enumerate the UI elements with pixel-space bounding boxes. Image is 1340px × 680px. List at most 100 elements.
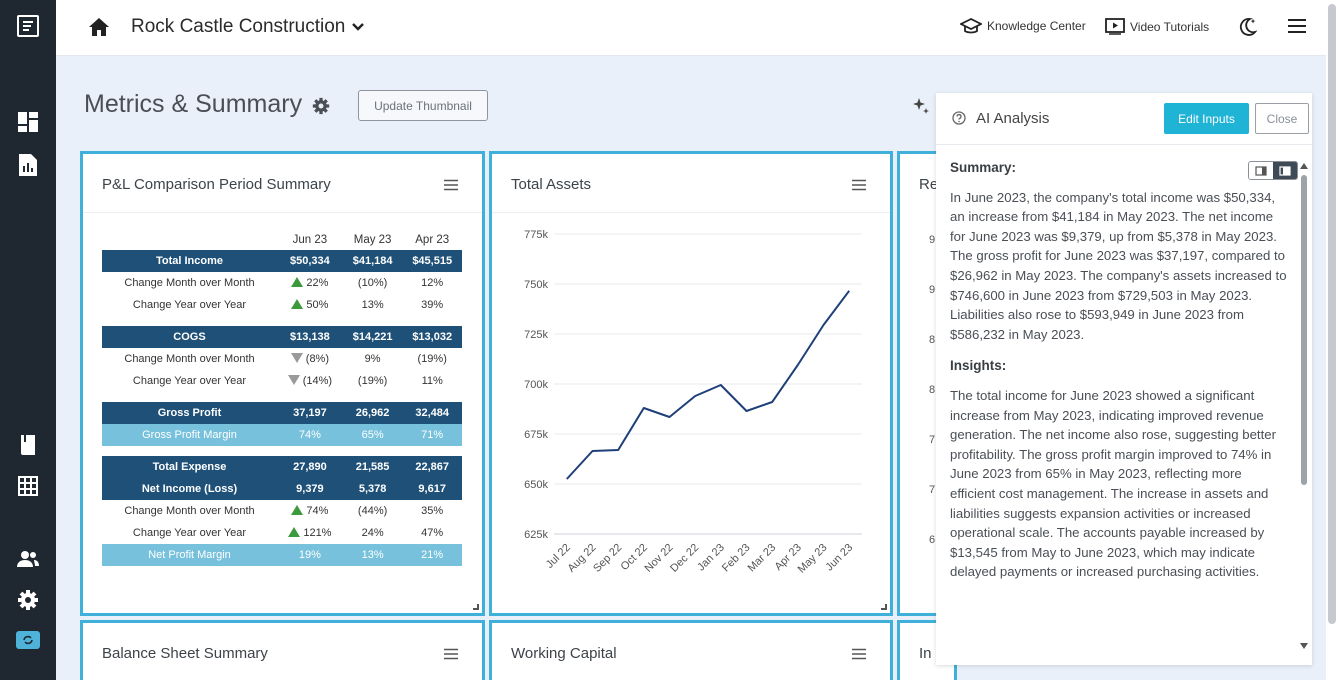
video-tutorials-link[interactable]: Video Tutorials <box>1105 18 1209 35</box>
view-toggle-wide[interactable] <box>1273 162 1297 179</box>
up-arrow-icon <box>288 527 301 537</box>
cell: $41,184 <box>342 250 403 272</box>
card-menu-icon[interactable] <box>852 178 868 192</box>
cell: 22% <box>277 272 343 294</box>
cell: 74% <box>277 500 343 522</box>
table-row: Change Month over Month (8%) 9% (19%) <box>102 348 462 370</box>
cell: (8%) <box>277 348 343 370</box>
x-tick-label: Jun 23 <box>823 542 855 574</box>
spacer-cell <box>102 446 462 456</box>
cell: (14%) <box>277 370 343 392</box>
cell-value: 121% <box>303 527 332 539</box>
cell: 74% <box>277 424 343 446</box>
cell: 26,962 <box>342 402 403 424</box>
up-arrow-icon <box>291 299 304 309</box>
row-label: Change Month over Month <box>124 353 255 365</box>
dashboard-icon[interactable] <box>16 110 40 134</box>
table-row: Gross Profit Margin 74% 65% 71% <box>102 424 462 446</box>
cell: 9,379 <box>277 478 343 500</box>
book-icon[interactable] <box>16 433 40 457</box>
dark-mode-icon[interactable] <box>1236 16 1260 40</box>
cell: 19% <box>277 544 343 566</box>
resize-handle[interactable] <box>473 604 479 610</box>
edit-inputs-button[interactable]: Edit Inputs <box>1164 103 1249 134</box>
company-name: Rock Castle Construction <box>131 16 346 37</box>
resize-handle[interactable] <box>881 604 887 610</box>
card-menu-icon[interactable] <box>444 178 460 192</box>
page-scrollbar[interactable] <box>1326 0 1340 680</box>
sync-icon[interactable] <box>16 628 40 652</box>
card-title: Working Capital <box>511 645 617 662</box>
insights-heading: Insights: <box>950 358 1007 374</box>
cell: 9% <box>364 353 381 365</box>
cell: 65% <box>342 424 403 446</box>
row-label: Gross Profit <box>102 402 277 424</box>
card-title: Total Assets <box>511 176 592 193</box>
page-settings-gear-icon[interactable] <box>312 97 332 117</box>
scroll-up-icon[interactable] <box>1300 163 1308 169</box>
ai-panel-scrollbar[interactable] <box>1300 163 1308 653</box>
top-bar: Rock Castle Construction Knowledge Cente… <box>56 0 1326 56</box>
table-row: Net Income (Loss) 9,379 5,378 9,617 <box>102 478 462 500</box>
video-icon <box>1105 18 1125 35</box>
graduation-cap-icon <box>960 18 982 34</box>
cell: (19%) <box>357 375 388 387</box>
cell: (19%) <box>417 353 447 365</box>
settings-icon[interactable] <box>16 588 40 612</box>
axis-tick: 9 <box>929 234 936 246</box>
app-logo-icon[interactable] <box>16 14 40 38</box>
axis-tick: 7 <box>929 484 936 496</box>
scroll-down-icon[interactable] <box>1300 643 1308 649</box>
ai-panel-header: AI Analysis Edit Inputs Close <box>936 93 1312 145</box>
panel-wide-icon <box>1279 165 1291 176</box>
company-selector[interactable]: Rock Castle Construction <box>131 16 365 38</box>
summary-heading: Summary: <box>950 160 1017 175</box>
down-arrow-icon <box>290 353 303 363</box>
column-header: Jun 23 <box>292 234 328 246</box>
close-button[interactable]: Close <box>1255 103 1309 134</box>
cell: 11% <box>421 375 443 387</box>
users-icon[interactable] <box>16 547 40 571</box>
cell-value: (8%) <box>305 353 330 365</box>
card-menu-icon[interactable] <box>852 647 868 661</box>
up-arrow-icon <box>291 505 304 515</box>
table-spacer <box>102 446 462 456</box>
cell: 13% <box>361 299 384 311</box>
x-tick-label: Sep 22 <box>591 542 624 575</box>
cell-value: 50% <box>306 299 329 311</box>
pl-table: Jun 23 May 23 Apr 23 Total Income $50,33… <box>102 230 462 566</box>
series-line <box>566 290 850 480</box>
grid-icon[interactable] <box>16 474 40 498</box>
cell: 47% <box>421 527 444 539</box>
cell: 32,484 <box>402 402 462 424</box>
view-toggle-narrow[interactable] <box>1249 162 1273 179</box>
card-menu-icon[interactable] <box>444 647 460 661</box>
knowledge-center-label: Knowledge Center <box>987 19 1086 33</box>
row-label: Change Month over Month <box>124 505 255 517</box>
table-row: Net Profit Margin 19% 13% 21% <box>102 544 462 566</box>
balance-sheet-card: Balance Sheet Summary <box>80 620 485 680</box>
cell: (10%) <box>357 277 388 289</box>
cell: 12% <box>421 277 444 289</box>
row-label: Change Year over Year <box>132 375 247 387</box>
menu-icon[interactable] <box>1287 16 1311 40</box>
ai-panel-body: Summary: In June 2023, the company's tot… <box>950 153 1290 594</box>
home-icon[interactable] <box>88 16 112 40</box>
y-tick-label: 725k <box>524 329 548 341</box>
card-title: P&L Comparison Period Summary <box>102 176 331 193</box>
help-icon[interactable] <box>952 111 968 127</box>
axis-tick: 7 <box>929 434 936 446</box>
update-thumbnail-button[interactable]: Update Thumbnail <box>358 90 488 121</box>
card-divider <box>83 212 482 213</box>
page-scrollbar-thumb[interactable] <box>1328 4 1336 624</box>
report-icon[interactable] <box>16 153 40 177</box>
table-spacer <box>102 392 462 402</box>
row-label: Total Income <box>102 250 277 272</box>
row-label: Net Profit Margin <box>102 544 277 566</box>
axis-tick: 8 <box>929 334 936 346</box>
ai-sparkle-icon[interactable] <box>911 96 931 116</box>
ai-panel-scrollbar-thumb[interactable] <box>1301 175 1307 485</box>
knowledge-center-link[interactable]: Knowledge Center <box>960 18 1086 34</box>
cell: 21,585 <box>342 456 403 478</box>
spacer-cell <box>102 316 462 326</box>
